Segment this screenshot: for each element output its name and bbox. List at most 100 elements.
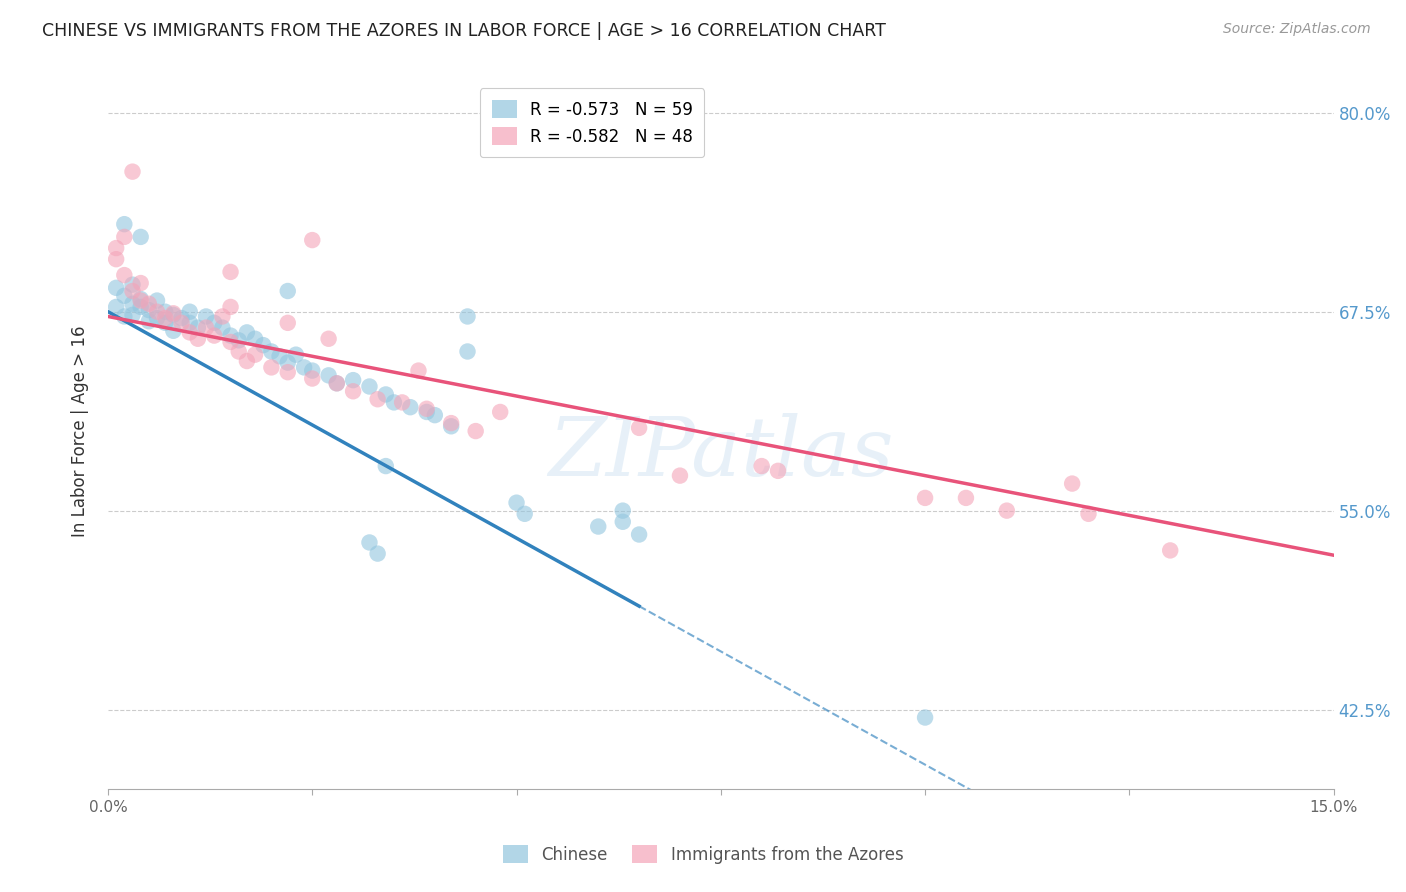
Point bbox=[138, 314, 160, 328]
Point bbox=[105, 252, 128, 267]
Point bbox=[342, 384, 364, 399]
Point bbox=[669, 468, 692, 483]
Point bbox=[382, 395, 405, 409]
Point bbox=[195, 320, 218, 334]
Point bbox=[112, 310, 135, 324]
Point bbox=[415, 401, 437, 416]
Point bbox=[955, 491, 977, 505]
Point bbox=[284, 348, 307, 362]
Point bbox=[612, 503, 634, 517]
Point bbox=[751, 459, 773, 474]
Text: ZIPatlas: ZIPatlas bbox=[548, 412, 894, 492]
Point bbox=[112, 268, 135, 282]
Point bbox=[628, 421, 651, 435]
Point bbox=[374, 387, 396, 401]
Point bbox=[914, 491, 936, 505]
Point bbox=[252, 338, 274, 352]
Point bbox=[179, 316, 201, 330]
Point bbox=[326, 376, 349, 391]
Point bbox=[121, 164, 143, 178]
Point bbox=[146, 293, 169, 308]
Point bbox=[138, 303, 160, 318]
Point bbox=[277, 284, 299, 298]
Point bbox=[105, 281, 128, 295]
Point bbox=[457, 344, 479, 359]
Point bbox=[301, 371, 323, 385]
Point bbox=[219, 265, 242, 279]
Point bbox=[153, 304, 176, 318]
Point bbox=[260, 344, 283, 359]
Point bbox=[440, 416, 463, 430]
Point bbox=[301, 363, 323, 377]
Point bbox=[505, 496, 527, 510]
Point bbox=[129, 292, 152, 306]
Point bbox=[153, 311, 176, 326]
Point bbox=[153, 316, 176, 330]
Point bbox=[995, 503, 1018, 517]
Point bbox=[766, 464, 789, 478]
Point bbox=[228, 334, 250, 348]
Point bbox=[326, 376, 349, 391]
Point bbox=[129, 300, 152, 314]
Point bbox=[162, 308, 184, 322]
Point bbox=[342, 373, 364, 387]
Point bbox=[513, 507, 536, 521]
Point bbox=[129, 293, 152, 308]
Point bbox=[236, 326, 259, 340]
Point bbox=[179, 326, 201, 340]
Point bbox=[586, 519, 609, 533]
Point bbox=[121, 308, 143, 322]
Point bbox=[243, 348, 266, 362]
Point bbox=[162, 306, 184, 320]
Point bbox=[211, 310, 233, 324]
Point bbox=[112, 289, 135, 303]
Point bbox=[1159, 543, 1181, 558]
Point bbox=[269, 349, 291, 363]
Point bbox=[170, 316, 193, 330]
Point bbox=[121, 297, 143, 311]
Point bbox=[195, 310, 218, 324]
Point bbox=[440, 419, 463, 434]
Point bbox=[105, 300, 128, 314]
Point bbox=[399, 400, 422, 414]
Point bbox=[121, 284, 143, 298]
Point bbox=[301, 233, 323, 247]
Point bbox=[170, 311, 193, 326]
Point bbox=[236, 354, 259, 368]
Point bbox=[219, 334, 242, 349]
Text: Source: ZipAtlas.com: Source: ZipAtlas.com bbox=[1223, 22, 1371, 37]
Point bbox=[359, 535, 381, 549]
Legend: R = -0.573   N = 59, R = -0.582   N = 48: R = -0.573 N = 59, R = -0.582 N = 48 bbox=[479, 88, 704, 158]
Point bbox=[260, 360, 283, 375]
Point bbox=[1062, 476, 1084, 491]
Point bbox=[129, 276, 152, 290]
Point bbox=[112, 230, 135, 244]
Y-axis label: In Labor Force | Age > 16: In Labor Force | Age > 16 bbox=[72, 326, 89, 537]
Point bbox=[408, 363, 430, 377]
Point bbox=[187, 320, 209, 334]
Point bbox=[415, 405, 437, 419]
Point bbox=[146, 304, 169, 318]
Point bbox=[162, 324, 184, 338]
Point bbox=[489, 405, 512, 419]
Point bbox=[423, 408, 446, 422]
Point bbox=[112, 217, 135, 231]
Point bbox=[219, 328, 242, 343]
Point bbox=[464, 424, 486, 438]
Point bbox=[202, 328, 225, 343]
Text: CHINESE VS IMMIGRANTS FROM THE AZORES IN LABOR FORCE | AGE > 16 CORRELATION CHAR: CHINESE VS IMMIGRANTS FROM THE AZORES IN… bbox=[42, 22, 886, 40]
Point bbox=[292, 360, 315, 375]
Point bbox=[374, 459, 396, 474]
Point bbox=[277, 365, 299, 379]
Point bbox=[914, 710, 936, 724]
Legend: Chinese, Immigrants from the Azores: Chinese, Immigrants from the Azores bbox=[496, 838, 910, 871]
Point bbox=[612, 515, 634, 529]
Point bbox=[219, 300, 242, 314]
Point bbox=[1077, 507, 1099, 521]
Point bbox=[211, 320, 233, 334]
Point bbox=[457, 310, 479, 324]
Point bbox=[277, 316, 299, 330]
Point bbox=[146, 311, 169, 326]
Point bbox=[138, 297, 160, 311]
Point bbox=[359, 379, 381, 393]
